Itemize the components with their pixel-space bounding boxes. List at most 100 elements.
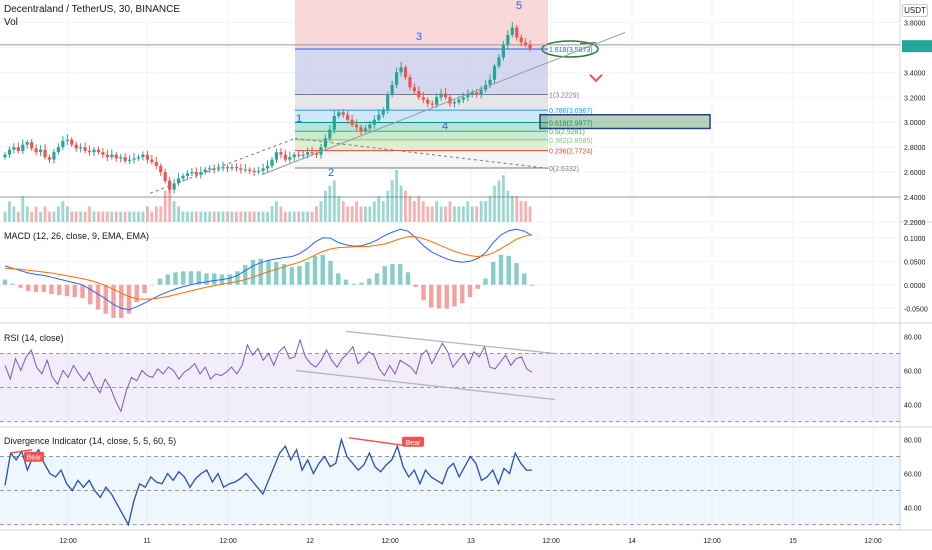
volume-bar — [341, 201, 345, 222]
macd-histogram-bar — [436, 284, 442, 309]
macd-histogram-bar — [413, 284, 418, 287]
candle-body — [412, 87, 416, 92]
macd-histogram-bar — [405, 272, 411, 285]
wave-label: 5 — [516, 0, 522, 12]
volume-bar — [266, 211, 269, 222]
candle-body — [141, 154, 145, 158]
volume-bar — [524, 201, 528, 222]
volume-bar — [404, 190, 407, 222]
volume-bar — [421, 201, 425, 222]
volume-bar — [177, 206, 180, 222]
fib-zone-1 — [295, 94, 548, 111]
candle-body — [87, 150, 92, 153]
volume-bar — [279, 206, 283, 222]
volume-bar — [48, 211, 51, 222]
candle-body — [159, 165, 163, 173]
candle-body — [65, 139, 69, 141]
candle-body — [239, 168, 243, 170]
candle-body — [208, 168, 212, 170]
macd-histogram-bar — [188, 271, 194, 285]
volume-bar — [506, 190, 510, 222]
macd-histogram-bar — [157, 278, 163, 285]
volume-bar — [101, 211, 105, 222]
volume-bar — [493, 185, 496, 222]
candle-body — [61, 140, 65, 148]
macd-histogram-bar — [57, 284, 62, 296]
macd-histogram-bar — [390, 264, 395, 285]
volume-bar — [79, 211, 83, 222]
candle-body — [105, 154, 109, 158]
candle-body — [217, 168, 221, 170]
candle-body — [74, 144, 78, 149]
candle-body — [145, 154, 149, 160]
candle-body — [354, 124, 359, 128]
candle-body — [346, 114, 350, 120]
volume-bar — [515, 196, 519, 222]
macd-histogram-bar — [429, 284, 434, 308]
macd-histogram-bar — [18, 284, 23, 288]
macd-histogram-bar — [126, 284, 132, 314]
candle-body — [47, 157, 52, 160]
candle-body — [301, 154, 305, 156]
volume-bar — [194, 211, 198, 222]
macd-histogram-bar — [26, 284, 31, 291]
volume-bar — [297, 211, 301, 222]
macd-tick-label: 0.0500 — [904, 259, 926, 266]
rsi-trendline-top — [345, 330, 556, 355]
volume-bar — [497, 180, 501, 222]
candle-body — [56, 147, 60, 153]
candle-body — [119, 157, 123, 159]
volume-bar — [208, 211, 212, 222]
candle-body — [3, 154, 7, 158]
volume-bar — [359, 206, 363, 222]
candle-body — [475, 92, 479, 95]
currency-badge[interactable]: USDT — [902, 4, 928, 17]
macd-histogram-bar — [274, 262, 279, 285]
candle-body — [172, 183, 176, 190]
volume-bar — [439, 206, 443, 222]
candle-body — [199, 172, 203, 175]
candle-body — [328, 129, 332, 139]
volume-bar — [97, 211, 100, 222]
candle-body — [230, 167, 234, 169]
candle-body — [515, 27, 519, 38]
macd-histogram-bar — [95, 284, 101, 310]
volume-label: Vol — [4, 17, 18, 28]
macd-pane-label: MACD (12, 26, close, 9, EMA, EMA) — [4, 231, 150, 241]
candle-body — [528, 44, 532, 49]
volume-bar — [332, 180, 336, 222]
volume-bar — [230, 211, 234, 222]
time-tick-label: 14 — [628, 538, 636, 545]
volume-bar — [283, 211, 287, 222]
time-tick-label: 12 — [306, 538, 314, 545]
volume-bar — [346, 206, 350, 222]
volume-bar — [252, 211, 256, 222]
candle-body — [288, 157, 292, 160]
macd-histogram-bar — [204, 273, 209, 285]
candle-body — [430, 103, 434, 105]
last-price-tag — [902, 40, 932, 53]
uptrend-line — [261, 31, 626, 176]
macd-histogram-bar — [142, 284, 147, 294]
volume-bar — [510, 196, 514, 222]
macd-histogram-bar — [266, 259, 271, 285]
macd-histogram-bar — [336, 273, 341, 285]
candle-body — [274, 152, 279, 160]
volume-bar — [43, 206, 47, 222]
macd-histogram-bar — [165, 274, 170, 285]
candle-body — [114, 154, 118, 159]
candle-body — [132, 158, 136, 160]
bear-tag-text: Bear — [27, 455, 42, 462]
volume-bar — [337, 196, 341, 222]
fib-level-label: 0(2.6332) — [549, 166, 579, 173]
candle-body — [417, 91, 421, 98]
volume-bar — [502, 175, 505, 222]
bear-tag — [402, 436, 424, 447]
volume-bar — [239, 211, 243, 222]
candle-body — [150, 159, 154, 163]
time-tick-label: 12:00 — [542, 538, 560, 545]
rsi-tick-label: 40.00 — [904, 403, 922, 410]
volume-bar — [261, 211, 265, 222]
volume-bar — [426, 206, 430, 222]
